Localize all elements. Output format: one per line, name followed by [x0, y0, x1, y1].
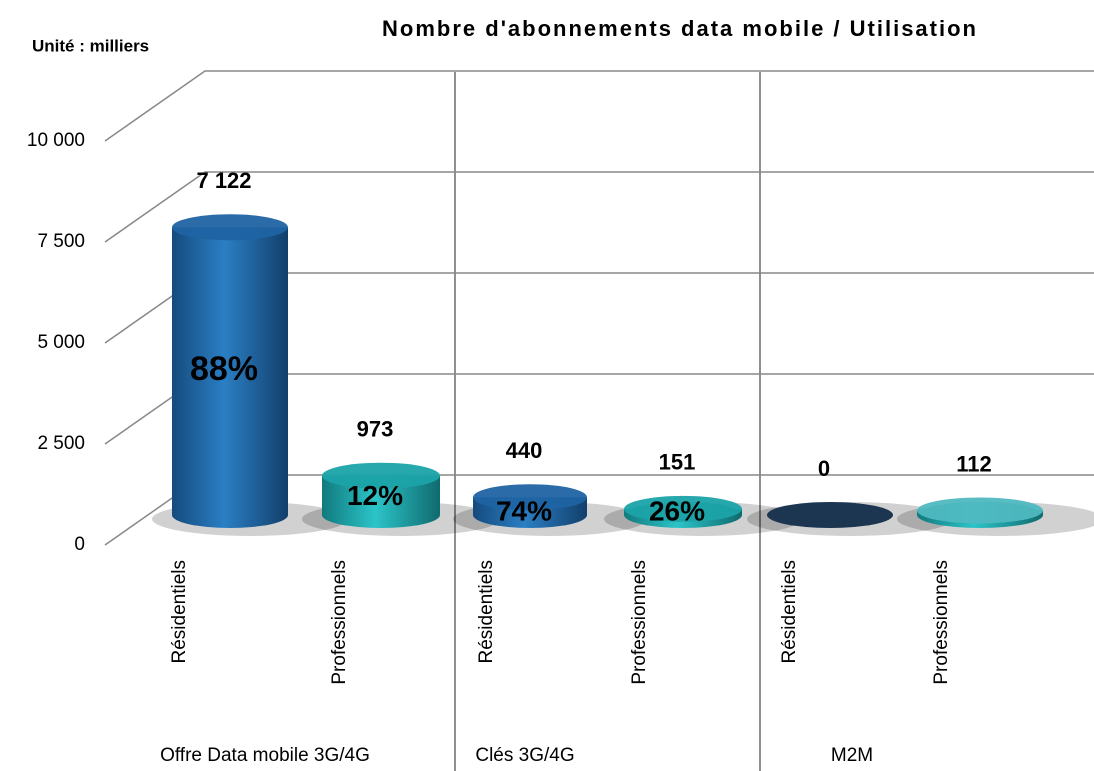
bar-body	[172, 227, 288, 516]
bar	[172, 214, 288, 528]
group-label: Offre Data mobile 3G/4G	[160, 745, 370, 766]
group-label: Clés 3G/4G	[475, 745, 574, 766]
group-label: M2M	[831, 745, 873, 766]
bar	[917, 497, 1043, 528]
value-label: 151	[659, 450, 696, 475]
y-tick-label: 7 500	[37, 231, 85, 252]
y-tick-label: 5 000	[37, 332, 85, 353]
chart-title: Nombre d'abonnements data mobile / Utili…	[382, 16, 978, 41]
share-label: 88%	[190, 350, 258, 388]
value-label: 0	[818, 456, 830, 481]
bar	[322, 462, 440, 528]
y-tick-label: 2 500	[37, 433, 85, 454]
bar-top	[172, 214, 288, 241]
bar-top	[624, 495, 742, 522]
unit-label: Unité : milliers	[32, 36, 149, 55]
share-label: 26%	[649, 495, 705, 526]
x-tick-label: Résidentiels	[476, 560, 497, 664]
share-label: 74%	[496, 495, 552, 526]
share-label: 12%	[347, 480, 403, 511]
x-tick-label: Professionnels	[629, 560, 650, 685]
value-label: 7 122	[196, 168, 251, 193]
grid-line	[104, 171, 1094, 243]
value-label: 440	[506, 438, 543, 463]
x-tick-label: Professionnels	[931, 560, 952, 685]
x-tick-label: Résidentiels	[779, 560, 800, 664]
x-tick-label: Résidentiels	[169, 560, 190, 664]
bar-bottom	[767, 502, 893, 528]
value-label: 973	[357, 417, 394, 442]
y-tick-label: 0	[74, 534, 85, 555]
bar-top	[917, 497, 1043, 524]
value-label: 112	[956, 451, 992, 476]
bar-top	[473, 484, 587, 511]
grid-line	[104, 70, 1094, 142]
bar-top	[322, 462, 440, 489]
y-tick-label: 10 000	[27, 130, 85, 151]
bar	[767, 502, 893, 528]
x-tick-label: Professionnels	[329, 560, 350, 685]
bar	[624, 495, 742, 528]
bar	[473, 484, 587, 528]
